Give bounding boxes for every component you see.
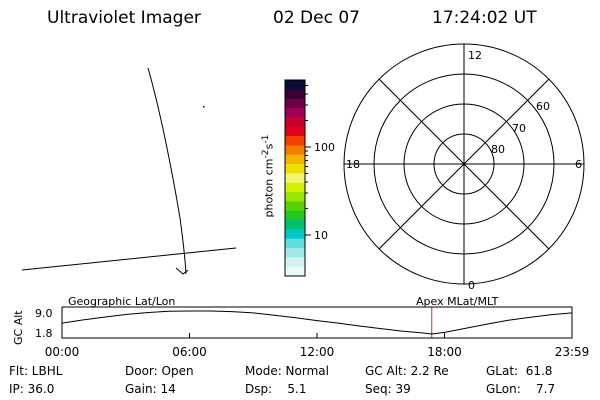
colorbar-cell: [285, 117, 305, 128]
colorbar-cell: [285, 248, 305, 258]
colorbar-cell: [285, 257, 305, 268]
timeline-ytick-bottom: 1.8: [35, 327, 53, 340]
colorbar-cell: [285, 238, 305, 249]
colorbar-cell: [285, 182, 305, 193]
colorbar-gradient: [285, 80, 305, 277]
colorbar-cell: [285, 220, 305, 230]
colorbar-cell: [285, 89, 305, 100]
lat-label-70: 70: [512, 122, 526, 135]
info-block: Flt: LBHL IP: 36.0 Door: Open Gain: 14 M…: [9, 364, 555, 396]
colorbar-tick-100: 100: [314, 141, 335, 154]
colorbar-cell: [285, 229, 305, 240]
instrument-title: Ultraviolet Imager: [47, 8, 201, 28]
info-gc-alt: GC Alt: 2.2 Re: [365, 364, 449, 378]
lat-label-80: 80: [491, 143, 505, 156]
colorbar-cell: [285, 126, 305, 137]
colorbar-cell: [285, 192, 305, 202]
timeline-xtick-label: 23:59: [555, 345, 590, 359]
info-filter: Flt: LBHL: [9, 364, 63, 378]
timeline-x-ticks: 00:00 06:00 12:00 18:00 23:59: [45, 333, 590, 359]
info-glon: GLon: 7.7: [486, 382, 555, 396]
colorbar-cell: [285, 136, 305, 146]
polar-diagonal-2: [378, 78, 550, 250]
info-glat: GLat: 61.8: [486, 364, 552, 378]
map-meridian-line: [147, 67, 187, 275]
colorbar-cell: [285, 145, 305, 156]
info-gain: Gain: 14: [125, 382, 176, 396]
colorbar-units-label: photon cm-2s-1: [260, 135, 274, 218]
timeline-right-label: Apex MLat/MLT: [416, 295, 499, 308]
colorbar-cell: [285, 266, 305, 277]
timeline-marks: [61, 307, 573, 338]
info-ip: IP: 36.0: [9, 382, 54, 396]
date-label: 02 Dec 07: [273, 8, 360, 28]
colorbar-cell: [285, 210, 305, 221]
mlt-label-0: 0: [468, 279, 475, 292]
timeline-y-axis-label: GC Alt: [12, 310, 25, 345]
map-cross-mark: [175, 267, 189, 275]
colorbar-cell: [285, 98, 305, 109]
mlt-label-12: 12: [468, 49, 482, 62]
colorbar-cell: [285, 164, 305, 174]
map-dot: [203, 106, 205, 108]
colorbar-cell: [285, 154, 305, 165]
geographic-map-panel: [21, 67, 237, 275]
polar-plot: 12 18 6 0 60 70 80: [343, 43, 585, 292]
colorbar-cell: [285, 173, 305, 184]
lat-label-60: 60: [536, 100, 550, 113]
altitude-series-line: [61, 310, 573, 335]
timeline-left-label: Geographic Lat/Lon: [68, 295, 175, 308]
colorbar-cell: [285, 201, 305, 212]
info-dsp: Dsp: 5.1: [245, 382, 307, 396]
colorbar-frame: [284, 79, 306, 277]
colorbar: 100 10 photon cm-2s-1: [260, 79, 335, 277]
info-mode: Mode: Normal: [245, 364, 329, 378]
info-seq: Seq: 39: [365, 382, 411, 396]
mlt-label-6: 6: [575, 158, 582, 171]
timeline-xtick-label: 18:00: [427, 345, 462, 359]
colorbar-minor-ticks: [305, 85, 311, 236]
timeline-xtick-label: 12:00: [300, 345, 335, 359]
colorbar-tick-10: 10: [314, 229, 328, 242]
timeline-xtick-label: 06:00: [172, 345, 207, 359]
info-door: Door: Open: [125, 364, 194, 378]
mlt-label-18: 18: [346, 158, 360, 171]
altitude-timeline: Geographic Lat/Lon Apex MLat/MLT GC Alt …: [12, 295, 589, 359]
timeline-ytick-top: 9.0: [35, 307, 53, 320]
time-label: 17:24:02 UT: [432, 8, 537, 28]
colorbar-cell: [285, 108, 305, 118]
map-parallel-line: [21, 247, 237, 271]
colorbar-cell: [285, 80, 305, 90]
timeline-xtick-label: 00:00: [45, 345, 80, 359]
